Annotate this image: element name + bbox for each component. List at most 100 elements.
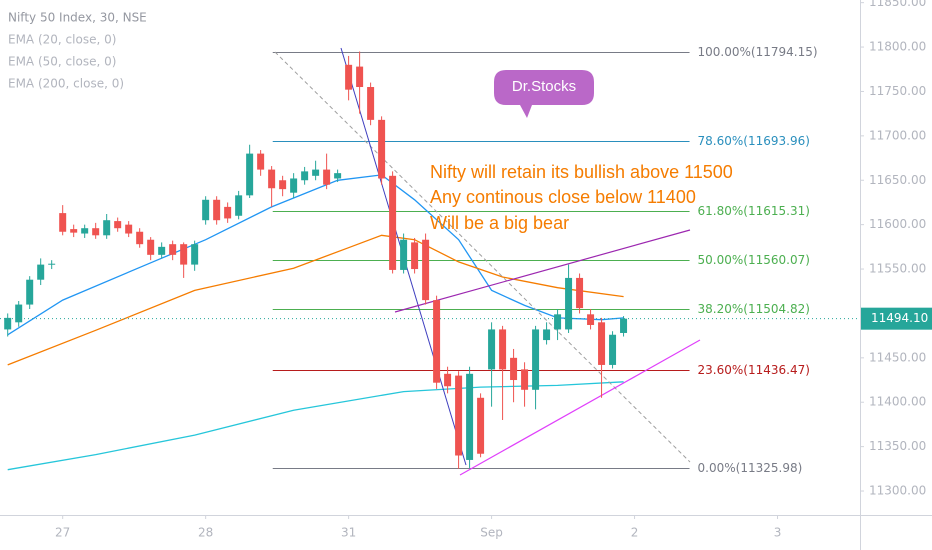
- candle-body: [576, 277, 584, 309]
- candle-body: [312, 169, 320, 176]
- x-tick-label: 2: [631, 526, 639, 540]
- candle-body: [114, 221, 122, 229]
- candle-body: [268, 169, 276, 189]
- candle-body: [455, 375, 463, 456]
- channel-line: [394, 229, 691, 313]
- ema-line: [7, 381, 624, 471]
- fib-trend-line: [274, 51, 691, 463]
- last-price-label: 11494.10: [871, 311, 928, 325]
- x-tick-label: 3: [774, 526, 782, 540]
- y-tick-label: 11700.00: [869, 128, 926, 142]
- candle-body: [81, 228, 89, 234]
- x-tick-label: 27: [55, 526, 70, 540]
- candle-body: [389, 175, 397, 270]
- x-tick-label: 28: [198, 526, 213, 540]
- candle-body: [323, 169, 331, 185]
- candle-body: [334, 173, 342, 179]
- channel-line: [459, 339, 701, 476]
- candle-body: [279, 180, 287, 190]
- candle-body: [92, 228, 100, 236]
- y-tick-label: 11850.00: [869, 0, 926, 9]
- y-tick-label: 11750.00: [869, 84, 926, 98]
- y-tick-label: 11800.00: [869, 40, 926, 54]
- candle-body: [565, 277, 573, 330]
- candle-body: [400, 239, 408, 270]
- candle-body: [224, 206, 232, 219]
- candle-body: [477, 397, 485, 454]
- candle-body: [543, 329, 551, 341]
- ema-line: [7, 174, 624, 336]
- fib-label: 50.00%(11560.07): [698, 253, 810, 267]
- callout-bubble: [494, 70, 594, 118]
- candle-body: [158, 246, 166, 255]
- legend-entry: EMA (200, close, 0): [8, 77, 124, 91]
- legend-entry: EMA (50, close, 0): [8, 55, 116, 69]
- annotation: Any continous close below 11400: [430, 187, 696, 207]
- candle-body: [246, 153, 254, 196]
- candle-body: [488, 329, 496, 370]
- fib-label: 0.00%(11325.98): [698, 461, 803, 475]
- candle-body: [433, 300, 441, 383]
- candle-body: [422, 239, 430, 301]
- fib-label: 100.00%(11794.15): [698, 45, 818, 59]
- y-tick-label: 11350.00: [869, 439, 926, 453]
- fib-label: 23.60%(11436.47): [698, 363, 810, 377]
- candle-body: [26, 279, 34, 305]
- candle-body: [257, 153, 265, 170]
- candle-body: [103, 220, 111, 236]
- candle-body: [411, 242, 419, 270]
- last-price-badge: [861, 307, 932, 330]
- candle-body: [125, 224, 133, 234]
- candle-body: [587, 314, 595, 325]
- y-tick-label: 11400.00: [869, 395, 926, 409]
- y-tick-label: 11450.00: [869, 350, 926, 364]
- candle-body: [554, 314, 562, 330]
- candle-body: [301, 171, 309, 181]
- candle-body: [213, 199, 221, 221]
- candle-body: [136, 231, 144, 245]
- candle-body: [609, 334, 617, 365]
- annotation: Nifty will retain its bullish above 1150…: [430, 162, 733, 182]
- y-tick-label: 11550.00: [869, 262, 926, 276]
- candle-body: [466, 373, 474, 460]
- legend-entry: EMA (20, close, 0): [8, 33, 116, 47]
- candle-body: [15, 304, 23, 323]
- annotation: Will be a big bear: [430, 213, 569, 233]
- candle-body: [378, 119, 386, 179]
- y-tick-label: 11300.00: [869, 484, 926, 498]
- candle-body: [499, 329, 507, 370]
- candle-body: [356, 66, 364, 88]
- candle-body: [521, 369, 529, 390]
- candle-body: [48, 263, 56, 265]
- candle-body: [191, 244, 199, 265]
- candle-body: [290, 178, 298, 193]
- candle-body: [4, 317, 12, 330]
- x-tick-label: 31: [341, 526, 356, 540]
- candle-body: [59, 213, 67, 232]
- candle-body: [444, 373, 452, 387]
- fib-label: 61.80%(11615.31): [698, 204, 810, 218]
- y-tick-label: 11650.00: [869, 173, 926, 187]
- candle-body: [37, 264, 45, 280]
- candle-body: [598, 322, 606, 365]
- y-tick-label: 11600.00: [869, 217, 926, 231]
- candle-body: [70, 229, 78, 233]
- candle-body: [620, 318, 628, 333]
- candle-body: [169, 244, 177, 255]
- ema-line: [7, 234, 624, 366]
- candle-body: [510, 357, 518, 381]
- candle-body: [367, 87, 375, 120]
- candle-body: [345, 64, 353, 90]
- candle-body: [202, 199, 210, 221]
- fib-label: 78.60%(11693.96): [698, 134, 810, 148]
- callout-text: Dr.Stocks: [512, 78, 576, 95]
- fib-label: 38.20%(11504.82): [698, 302, 810, 316]
- chart-title: Nifty 50 Index, 30, NSE: [8, 11, 147, 25]
- x-tick-label: Sep: [480, 526, 503, 540]
- candle-body: [180, 244, 188, 265]
- candle-body: [147, 239, 155, 255]
- candle-body: [532, 329, 540, 390]
- candle-body: [235, 195, 243, 216]
